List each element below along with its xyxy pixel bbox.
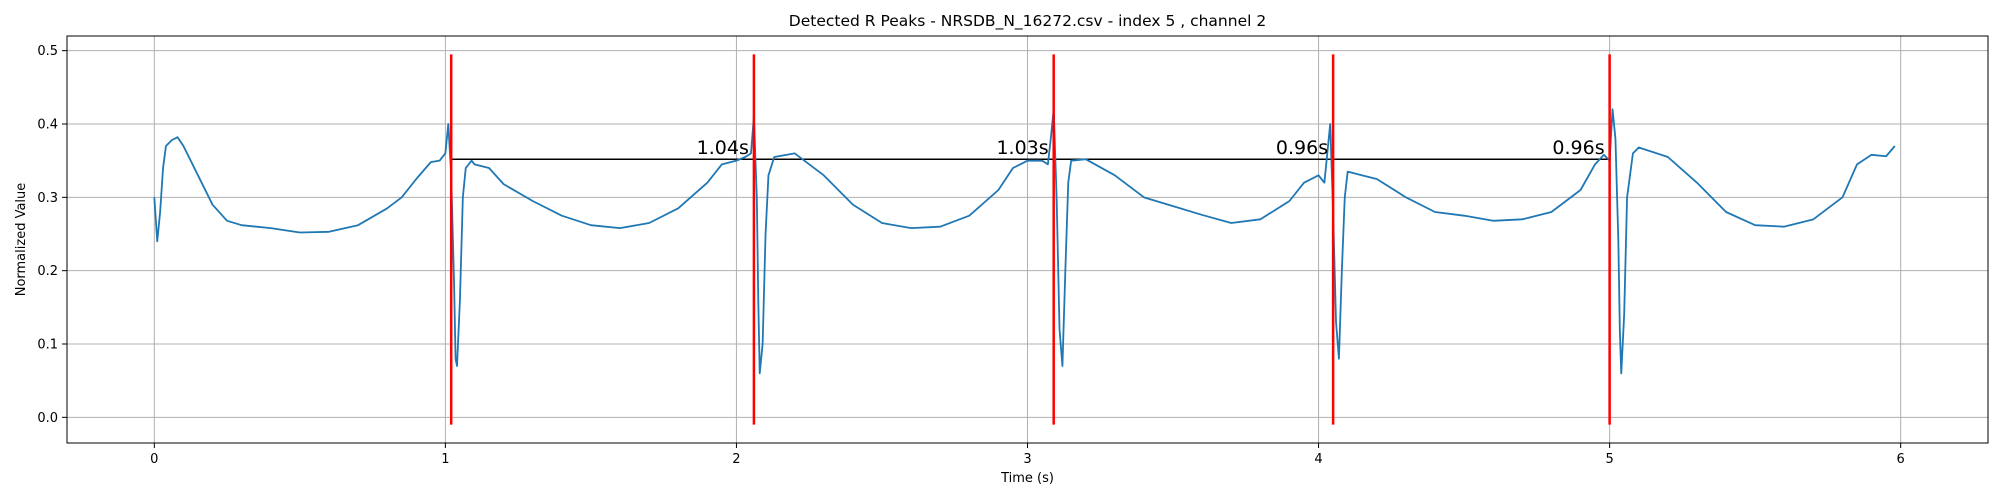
x-tick-label: 5 <box>1605 452 1613 467</box>
y-axis-label: Normalized Value <box>14 183 29 297</box>
chart-title: Detected R Peaks - NRSDB_N_16272.csv - i… <box>789 12 1266 31</box>
x-tick-label: 0 <box>150 452 158 467</box>
interval-label: 1.03s <box>996 137 1048 159</box>
y-tick-label: 0.5 <box>37 44 58 59</box>
signal-layer <box>153 108 1896 375</box>
x-tick-label: 1 <box>441 452 449 467</box>
interval-label: 0.96s <box>1552 137 1604 159</box>
x-axis-label: Time (s) <box>1000 471 1054 486</box>
y-tick-label: 0.4 <box>37 118 58 133</box>
x-tick-label: 3 <box>1023 452 1031 467</box>
y-tick-label: 0.0 <box>37 411 58 426</box>
interval-label: 1.04s <box>697 137 749 159</box>
x-axis-ticks: 0 1 2 3 4 5 6 <box>150 443 1905 467</box>
y-tick-label: 0.1 <box>37 338 58 353</box>
r-peak-markers <box>449 54 1611 425</box>
y-axis-ticks: 0.0 0.1 0.2 0.3 0.4 0.5 <box>37 44 67 426</box>
x-tick-label: 4 <box>1314 452 1322 467</box>
y-tick-label: 0.2 <box>37 264 58 279</box>
signal-line <box>153 108 1896 375</box>
x-tick-label: 6 <box>1897 452 1905 467</box>
interval-labels: 1.04s 1.03s 0.96s 0.96s <box>697 137 1605 159</box>
x-tick-label: 2 <box>732 452 740 467</box>
y-tick-label: 0.3 <box>37 191 58 206</box>
interval-label: 0.96s <box>1276 137 1328 159</box>
